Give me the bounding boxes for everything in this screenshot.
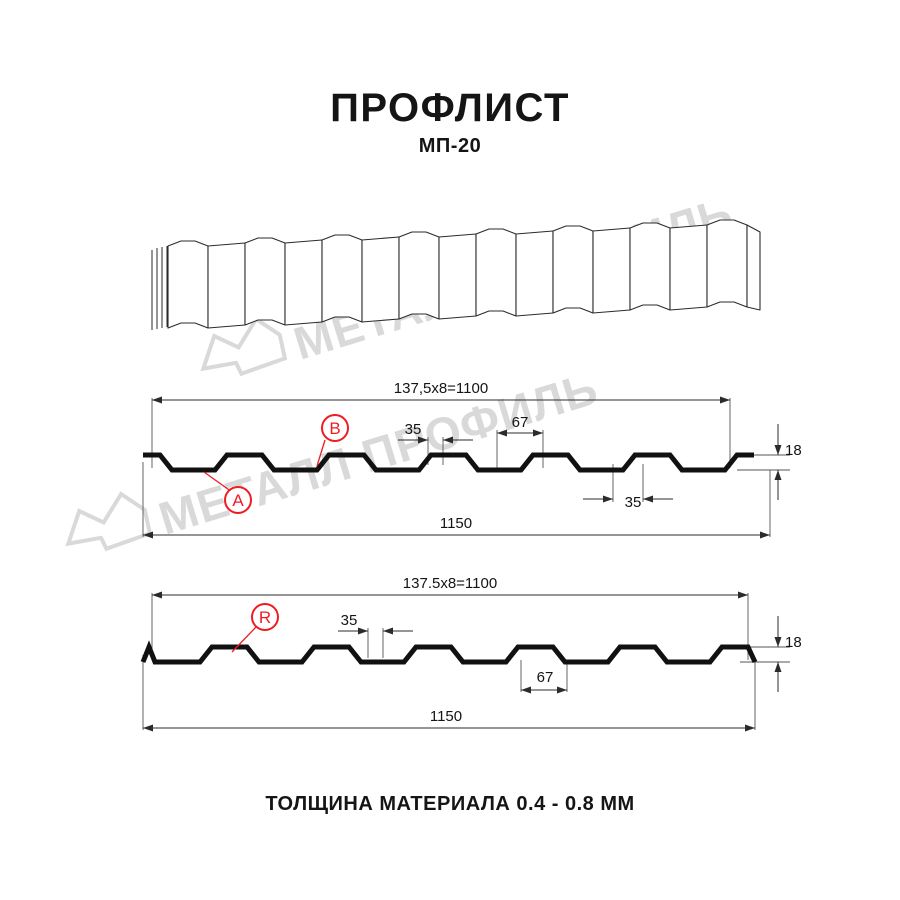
marker-b: B — [316, 414, 349, 467]
dimension-peak-front: 35 — [398, 421, 473, 444]
isometric-sheet-view — [151, 219, 761, 330]
dimension-label-height-front: 18 — [785, 442, 802, 459]
dimension-label-valley-front: 67 — [512, 414, 529, 431]
marker-r-label: R — [259, 608, 271, 627]
metal-profile-logo-icon — [65, 491, 153, 552]
dimension-label-peak-back: 35 — [341, 612, 358, 629]
dimension-valley-front: 67 — [497, 414, 543, 437]
dimension-height-front: 18 — [774, 424, 802, 500]
dimension-top-back: 137.5x8=1100 — [152, 575, 748, 599]
dimension-peak-lower-front: 35 — [583, 494, 673, 511]
dimension-label-top-front: 137,5x8=1100 — [394, 380, 488, 397]
watermark-middle: МЕТАЛЛ ПРОФИЛЬ — [65, 362, 604, 552]
dimension-height-back: 18 — [774, 616, 802, 692]
marker-b-label: B — [329, 419, 340, 438]
dimension-label-bottom-back: 1150 — [430, 708, 462, 725]
marker-r: R — [231, 603, 279, 653]
dimension-label-valley-back: 67 — [537, 669, 554, 686]
marker-a: A — [203, 471, 252, 514]
material-thickness-note: ТОЛЩИНА МАТЕРИАЛА 0.4 - 0.8 ММ — [265, 793, 635, 815]
page-subtitle: МП-20 — [418, 135, 482, 157]
dimension-top-front: 137,5x8=1100 — [152, 380, 730, 404]
marker-a-label: A — [232, 491, 244, 510]
metal-profile-logo-icon — [200, 316, 288, 377]
dimension-peak-back: 35 — [338, 612, 413, 635]
dimension-label-peak-front: 35 — [405, 421, 422, 438]
page-title: ПРОФЛИСТ — [330, 86, 570, 130]
profile-outline-back — [140, 640, 758, 665]
cross-section-back: 137.5x8=1100 1150 35 — [140, 575, 802, 732]
dimension-label-bottom-front: 1150 — [440, 515, 472, 532]
dimension-bottom-back: 1150 — [143, 708, 755, 732]
dimension-label-height-back: 18 — [785, 634, 802, 651]
cross-section-front: 137,5x8=1100 1150 35 — [142, 380, 802, 539]
dimension-label-top-back: 137.5x8=1100 — [403, 575, 497, 592]
profile-outline-front — [143, 452, 754, 473]
dimension-label-peak-lower-front: 35 — [625, 494, 642, 511]
dimension-valley-back: 67 — [521, 669, 567, 694]
dimension-bottom-front: 1150 — [143, 515, 770, 539]
